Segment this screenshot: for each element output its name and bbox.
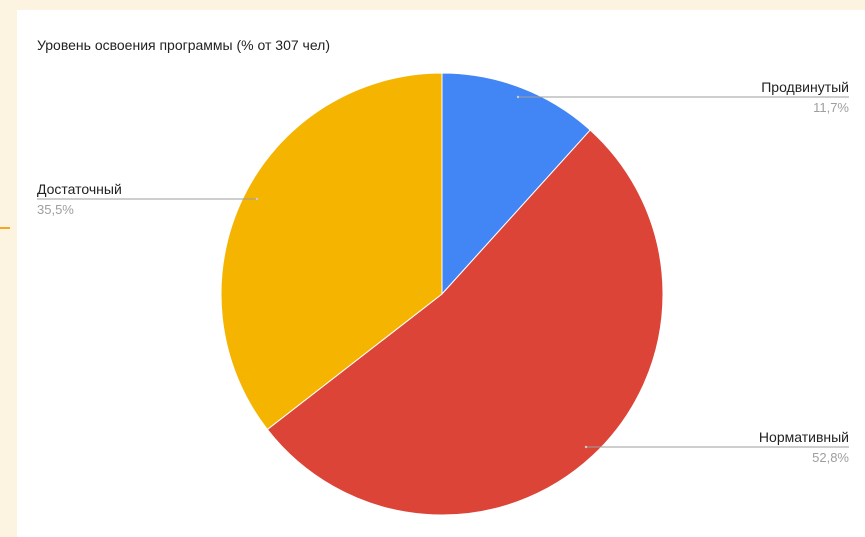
pie-slices (220, 72, 664, 516)
pie-slice-1[interactable] (441, 72, 591, 296)
slice-label-2: Нормативный (759, 429, 849, 445)
slice-label-1: Продвинутый (761, 79, 849, 95)
slice-value-1: 11,7% (813, 100, 849, 115)
pie-slice-3[interactable] (220, 72, 443, 431)
slice-value-3: 35,5% (37, 202, 74, 217)
accent-marker (0, 227, 10, 229)
chart-title: Уровень освоения программы (% от 307 чел… (37, 37, 330, 53)
slice-labels: Продвинутый 11,7% Нормативный 52,8% Достаточ… (37, 79, 849, 465)
leader-dot-3 (255, 197, 259, 201)
slice-label-3: Достаточный (37, 181, 122, 197)
leader-dot-2 (584, 445, 588, 449)
leader-dot-1 (516, 95, 520, 99)
slice-value-2: 52,8% (812, 450, 849, 465)
pie-slice-2[interactable] (266, 129, 664, 516)
